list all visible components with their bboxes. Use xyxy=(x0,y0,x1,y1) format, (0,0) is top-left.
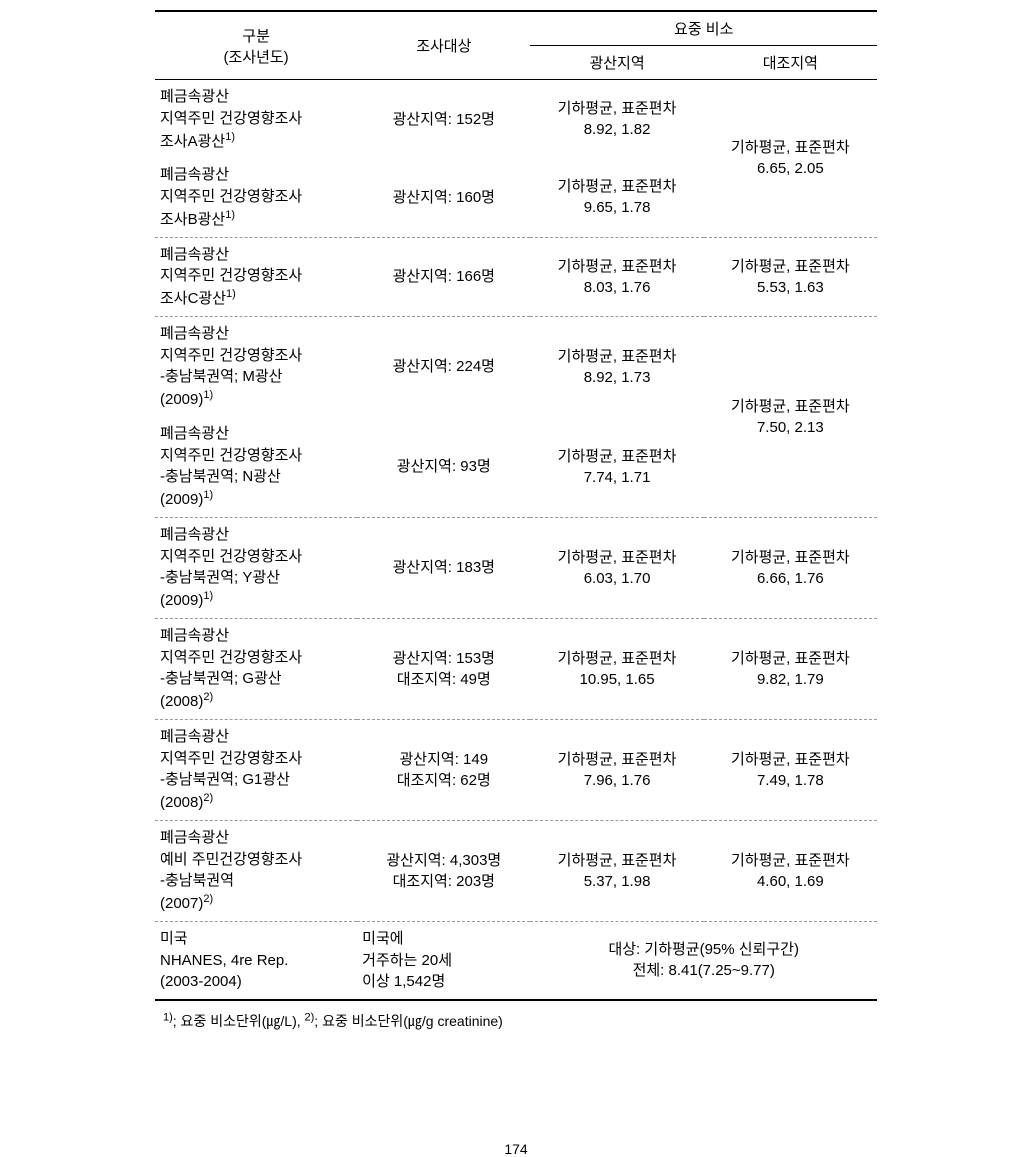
row-description: 폐금속광산 지역주민 건강영향조사 -충남북권역; G1광산 (2008)2) xyxy=(155,719,357,820)
row-description-sup: 2) xyxy=(203,792,213,804)
table-row: 폐금속광산 지역주민 건강영향조사 조사A광산1)광산지역: 152명기하평균,… xyxy=(155,80,877,159)
row-control-value: 기하평균, 표준편차 9.82, 1.79 xyxy=(704,618,877,719)
row-control-value: 기하평균, 표준편차 7.49, 1.78 xyxy=(704,719,877,820)
row-mine-value: 기하평균, 표준편차 7.96, 1.76 xyxy=(530,719,703,820)
row-mine-value: 기하평균, 표준편차 5.37, 1.98 xyxy=(530,820,703,921)
table-row: 미국 NHANES, 4re Rep. (2003-2004)미국에 거주하는 … xyxy=(155,921,877,1000)
table-row: 폐금속광산 지역주민 건강영향조사 -충남북권역; G1광산 (2008)2)광… xyxy=(155,719,877,820)
footnote-sup-1: 1) xyxy=(163,1011,173,1023)
row-subject: 광산지역: 166명 xyxy=(357,237,530,316)
row-control-value: 기하평균, 표준편차 4.60, 1.69 xyxy=(704,820,877,921)
arsenic-comparison-table: 구분 (조사년도) 조사대상 요중 비소 광산지역 대조지역 폐금속광산 지역주… xyxy=(155,10,877,1001)
row-control-value: 기하평균, 표준편차 7.50, 2.13 xyxy=(704,316,877,517)
row-mine-value: 기하평균, 표준편차 9.65, 1.78 xyxy=(530,158,703,237)
table-row: 폐금속광산 지역주민 건강영향조사 -충남북권역; M광산 (2009)1)광산… xyxy=(155,316,877,417)
row-control-value: 기하평균, 표준편차 6.66, 1.76 xyxy=(704,517,877,618)
table-row: 폐금속광산 지역주민 건강영향조사 조사C광산1)광산지역: 166명기하평균,… xyxy=(155,237,877,316)
row-subject: 광산지역: 160명 xyxy=(357,158,530,237)
row-description-sup: 1) xyxy=(225,131,235,143)
row-description: 미국 NHANES, 4re Rep. (2003-2004) xyxy=(155,921,357,1000)
row-mine-value: 기하평균, 표준편차 8.03, 1.76 xyxy=(530,237,703,316)
row-description-sup: 1) xyxy=(203,389,213,401)
row-description-sup: 1) xyxy=(225,209,235,221)
row-subject: 미국에 거주하는 20세 이상 1,542명 xyxy=(357,921,530,1000)
row-description-sup: 2) xyxy=(203,893,213,905)
row-mine-value: 기하평균, 표준편차 10.95, 1.65 xyxy=(530,618,703,719)
footnote-text-1: ; 요중 비소단위(㎍/L), xyxy=(173,1013,305,1029)
row-description: 폐금속광산 지역주민 건강영향조사 -충남북권역; Y광산 (2009)1) xyxy=(155,517,357,618)
header-category: 구분 (조사년도) xyxy=(155,11,357,80)
row-subject: 광산지역: 224명 xyxy=(357,316,530,417)
table-row: 폐금속광산 지역주민 건강영향조사 -충남북권역; G광산 (2008)2)광산… xyxy=(155,618,877,719)
footnote-sup-2: 2) xyxy=(305,1011,315,1023)
page-number: 174 xyxy=(155,1141,877,1157)
footnote: 1); 요중 비소단위(㎍/L), 2); 요중 비소단위(㎍/g creati… xyxy=(155,1001,877,1031)
header-mine-region: 광산지역 xyxy=(530,46,703,80)
header-control-region: 대조지역 xyxy=(704,46,877,80)
row-subject: 광산지역: 153명 대조지역: 49명 xyxy=(357,618,530,719)
row-mine-value: 기하평균, 표준편차 7.74, 1.71 xyxy=(530,417,703,518)
footnote-text-2: ; 요중 비소단위(㎍/g creatinine) xyxy=(314,1013,503,1029)
row-description: 폐금속광산 지역주민 건강영향조사 조사A광산1) xyxy=(155,80,357,159)
row-subject: 광산지역: 4,303명 대조지역: 203명 xyxy=(357,820,530,921)
row-description-sup: 1) xyxy=(203,489,213,501)
row-subject: 광산지역: 183명 xyxy=(357,517,530,618)
row-mine-value: 기하평균, 표준편차 6.03, 1.70 xyxy=(530,517,703,618)
row-mine-value: 기하평균, 표준편차 8.92, 1.82 xyxy=(530,80,703,159)
row-control-value: 기하평균, 표준편차 5.53, 1.63 xyxy=(704,237,877,316)
row-mine-value: 기하평균, 표준편차 8.92, 1.73 xyxy=(530,316,703,417)
header-subject: 조사대상 xyxy=(357,11,530,80)
table-row: 폐금속광산 예비 주민건강영향조사 -충남북권역 (2007)2)광산지역: 4… xyxy=(155,820,877,921)
row-description-sup: 1) xyxy=(203,590,213,602)
row-description-sup: 2) xyxy=(203,691,213,703)
row-subject: 광산지역: 152명 xyxy=(357,80,530,159)
row-description-sup: 1) xyxy=(226,288,236,300)
row-description: 폐금속광산 지역주민 건강영향조사 -충남북권역; M광산 (2009)1) xyxy=(155,316,357,417)
row-mine-value: 대상: 기하평균(95% 신뢰구간) 전체: 8.41(7.25~9.77) xyxy=(530,921,877,1000)
table-row: 폐금속광산 지역주민 건강영향조사 -충남북권역; Y광산 (2009)1)광산… xyxy=(155,517,877,618)
row-description: 폐금속광산 지역주민 건강영향조사 조사C광산1) xyxy=(155,237,357,316)
row-subject: 광산지역: 149 대조지역: 62명 xyxy=(357,719,530,820)
row-control-value: 기하평균, 표준편차 6.65, 2.05 xyxy=(704,80,877,238)
header-arsenic: 요중 비소 xyxy=(530,11,877,46)
row-description: 폐금속광산 예비 주민건강영향조사 -충남북권역 (2007)2) xyxy=(155,820,357,921)
row-subject: 광산지역: 93명 xyxy=(357,417,530,518)
row-description: 폐금속광산 지역주민 건강영향조사 -충남북권역; N광산 (2009)1) xyxy=(155,417,357,518)
row-description: 폐금속광산 지역주민 건강영향조사 조사B광산1) xyxy=(155,158,357,237)
row-description: 폐금속광산 지역주민 건강영향조사 -충남북권역; G광산 (2008)2) xyxy=(155,618,357,719)
